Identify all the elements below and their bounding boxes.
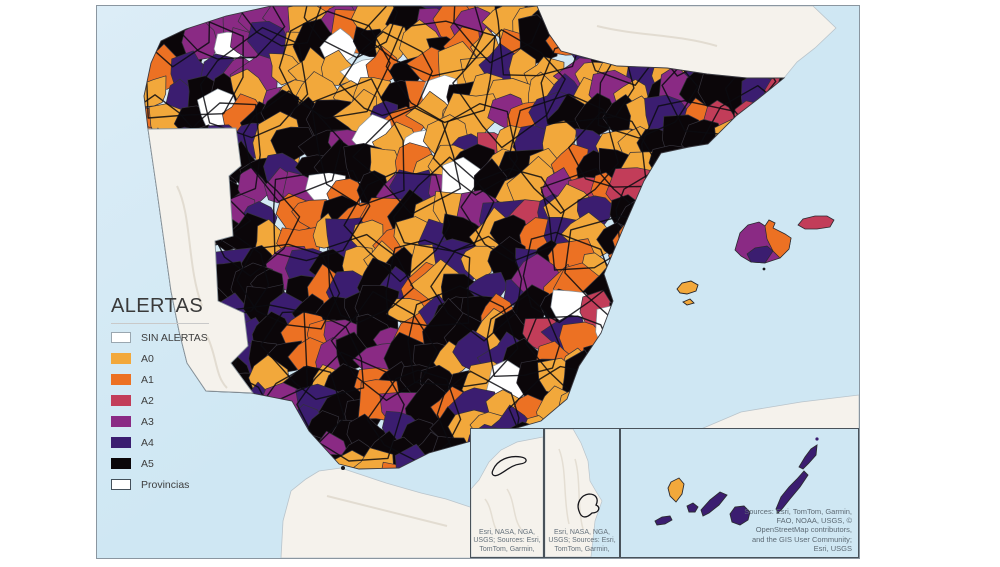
legend-separator xyxy=(111,323,209,324)
attribution-line: FAO, NOAA, USGS, © xyxy=(776,516,852,526)
legend-swatch-a3 xyxy=(111,416,131,427)
legend-item-label: A3 xyxy=(141,415,154,428)
legend-swatch-a4 xyxy=(111,437,131,448)
legend-swatch-a2 xyxy=(111,395,131,406)
attribution-line: TomTom, Garmin, xyxy=(554,545,610,553)
attribution-canary: Sources: Esri, TomTom, Garmin, FAO, NOAA,… xyxy=(702,507,852,553)
attribution-line: OpenStreetMap contributors, xyxy=(755,525,852,535)
attribution-line: Esri, NASA, NGA, xyxy=(553,528,610,536)
legend-item-a3: A3 xyxy=(111,411,209,432)
attribution-line: Esri, NASA, NGA, xyxy=(478,528,535,536)
legend-item-a4: A4 xyxy=(111,432,209,453)
legend-item-a0: A0 xyxy=(111,348,209,369)
inset-map-ceuta: Esri, NASA, NGA, USGS; Sources: Esri, TomT… xyxy=(470,428,544,558)
legend-item-a2: A2 xyxy=(111,390,209,411)
legend-item-label: A5 xyxy=(141,457,154,470)
legend-item-a1: A1 xyxy=(111,369,209,390)
ceuta-inset-graphic xyxy=(471,429,543,557)
melilla-inset-graphic xyxy=(545,429,619,557)
alert-legend: ALERTAS SIN ALERTAS A0 A1 A2 A3 A4 A5 Provincia… xyxy=(111,295,209,495)
legend-item-label: A4 xyxy=(141,436,154,449)
inset-map-canary-islands: Sources: Esri, TomTom, Garmin, FAO, NOAA,… xyxy=(620,428,859,558)
attribution-line: Sources: Esri, TomTom, Garmin, xyxy=(744,506,852,516)
legend-item-sin-alertas: SIN ALERTAS xyxy=(111,327,209,348)
legend-title: ALERTAS xyxy=(111,295,204,317)
attribution-ceuta: Esri, NASA, NGA, USGS; Sources: Esri, TomT… xyxy=(471,529,543,555)
legend-swatch-provincias xyxy=(111,479,131,490)
attribution-line: USGS; Sources: Esri, xyxy=(473,537,541,544)
legend-item-a5: A5 xyxy=(111,453,209,474)
legend-item-label: SIN ALERTAS xyxy=(141,331,208,344)
legend-swatch-sin-alertas xyxy=(111,332,131,343)
attribution-line: USGS; Sources: Esri, xyxy=(548,537,616,544)
attribution-melilla: Esri, NASA, NGA, USGS; Sources: Esri, TomT… xyxy=(545,529,619,555)
legend-items: SIN ALERTAS A0 A1 A2 A3 A4 A5 Provincias xyxy=(111,327,209,495)
legend-swatch-a0 xyxy=(111,353,131,364)
legend-swatch-a1 xyxy=(111,374,131,385)
legend-item-label: Provincias xyxy=(141,478,190,491)
attribution-line: Esri, USGS xyxy=(813,543,852,553)
legend-swatch-a5 xyxy=(111,458,131,469)
attribution-line: and the GIS User Community; xyxy=(751,534,852,544)
legend-item-label: A1 xyxy=(141,373,154,386)
canary-inset-graphic xyxy=(621,429,858,557)
inset-map-melilla: Esri, NASA, NGA, USGS; Sources: Esri, TomT… xyxy=(544,428,620,558)
attribution-line: TomTom, Garmin, xyxy=(479,545,535,553)
legend-item-provincias: Provincias xyxy=(111,474,209,495)
legend-item-label: A0 xyxy=(141,352,154,365)
legend-item-label: A2 xyxy=(141,394,154,407)
